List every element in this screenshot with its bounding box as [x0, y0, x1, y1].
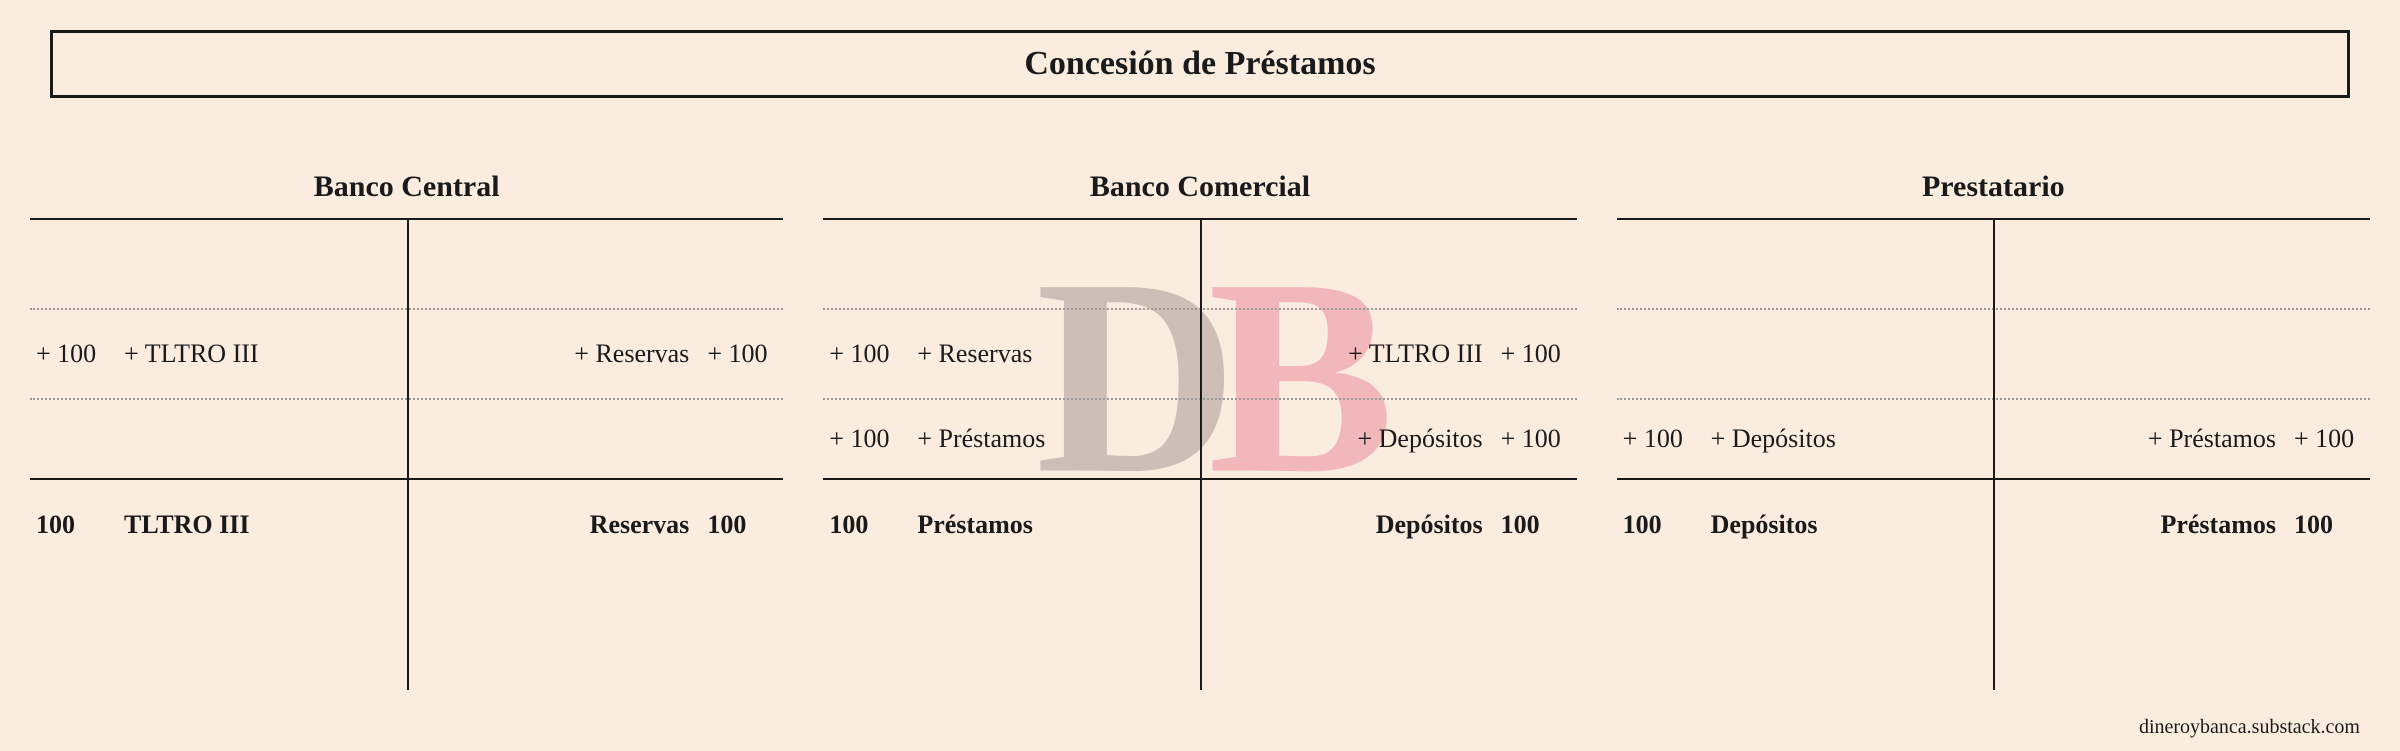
accounts-container: Banco Central + 100 + TLTRO III + Reserva… [30, 170, 2370, 690]
t-body: + 100 + TLTRO III + Reservas + 100 100 TLTR… [30, 220, 783, 690]
total-amount: 100 [36, 510, 106, 540]
amount: + 100 [1501, 424, 1571, 454]
t-cell-right: Reservas 100 [407, 510, 784, 540]
total-amount: 100 [707, 510, 777, 540]
t-divider [407, 220, 409, 690]
total-label: Préstamos [2160, 510, 2276, 540]
total-amount: 100 [2294, 510, 2364, 540]
t-cell-left: + 100 + Préstamos [823, 424, 1200, 454]
t-cell-left: + 100 + TLTRO III [30, 339, 407, 369]
amount: + 100 [2294, 424, 2364, 454]
label: + Depósitos [1711, 424, 1836, 454]
amount: + 100 [829, 424, 899, 454]
t-account-banco-central: Banco Central + 100 + TLTRO III + Reserva… [30, 170, 783, 690]
t-cell-right: + TLTRO III + 100 [1200, 339, 1577, 369]
t-account-banco-comercial: Banco Comercial + 100 + Reservas + TLTRO … [823, 170, 1576, 690]
t-divider [1993, 220, 1995, 690]
amount: + 100 [36, 339, 106, 369]
total-label: Depósitos [1376, 510, 1483, 540]
amount: + 100 [1501, 339, 1571, 369]
label: + TLTRO III [1348, 339, 1483, 369]
t-cell-left: + 100 + Reservas [823, 339, 1200, 369]
t-cell-right: Depósitos 100 [1200, 510, 1577, 540]
page-title: Concesión de Préstamos [1024, 45, 1375, 82]
t-cell-right: + Depósitos + 100 [1200, 424, 1577, 454]
t-cell-left: + 100 + Depósitos [1617, 424, 1994, 454]
t-header: Prestatario [1617, 170, 2370, 220]
label: + Préstamos [2148, 424, 2276, 454]
title-box: Concesión de Préstamos [50, 30, 2350, 98]
t-header: Banco Central [30, 170, 783, 220]
total-label: Depósitos [1711, 510, 1818, 540]
total-label: Préstamos [917, 510, 1033, 540]
amount: + 100 [1623, 424, 1693, 454]
t-divider [1200, 220, 1202, 690]
t-cell-right: + Reservas + 100 [407, 339, 784, 369]
amount: + 100 [707, 339, 777, 369]
total-amount: 100 [1623, 510, 1693, 540]
footer-credit: dineroybanca.substack.com [2139, 716, 2360, 739]
t-cell-right: Préstamos 100 [1993, 510, 2370, 540]
total-amount: 100 [829, 510, 899, 540]
t-cell-left: 100 Préstamos [823, 510, 1200, 540]
label: + TLTRO III [124, 339, 259, 369]
amount: + 100 [829, 339, 899, 369]
t-account-prestatario: Prestatario + 100 + Depósitos + Préstamos… [1617, 170, 2370, 690]
t-header: Banco Comercial [823, 170, 1576, 220]
label: + Préstamos [917, 424, 1045, 454]
t-body: + 100 + Depósitos + Préstamos + 100 100 Dep… [1617, 220, 2370, 690]
t-cell-right: + Préstamos + 100 [1993, 424, 2370, 454]
total-label: Reservas [590, 510, 690, 540]
t-cell-left: 100 Depósitos [1617, 510, 1994, 540]
label: + Reservas [917, 339, 1032, 369]
label: + Depósitos [1357, 424, 1482, 454]
total-amount: 100 [1501, 510, 1571, 540]
label: + Reservas [574, 339, 689, 369]
t-body: + 100+ Reservas + TLTRO III+ 100 + 100+ … [823, 220, 1576, 690]
t-cell-left: 100 TLTRO III [30, 510, 407, 540]
total-label: TLTRO III [124, 510, 250, 540]
